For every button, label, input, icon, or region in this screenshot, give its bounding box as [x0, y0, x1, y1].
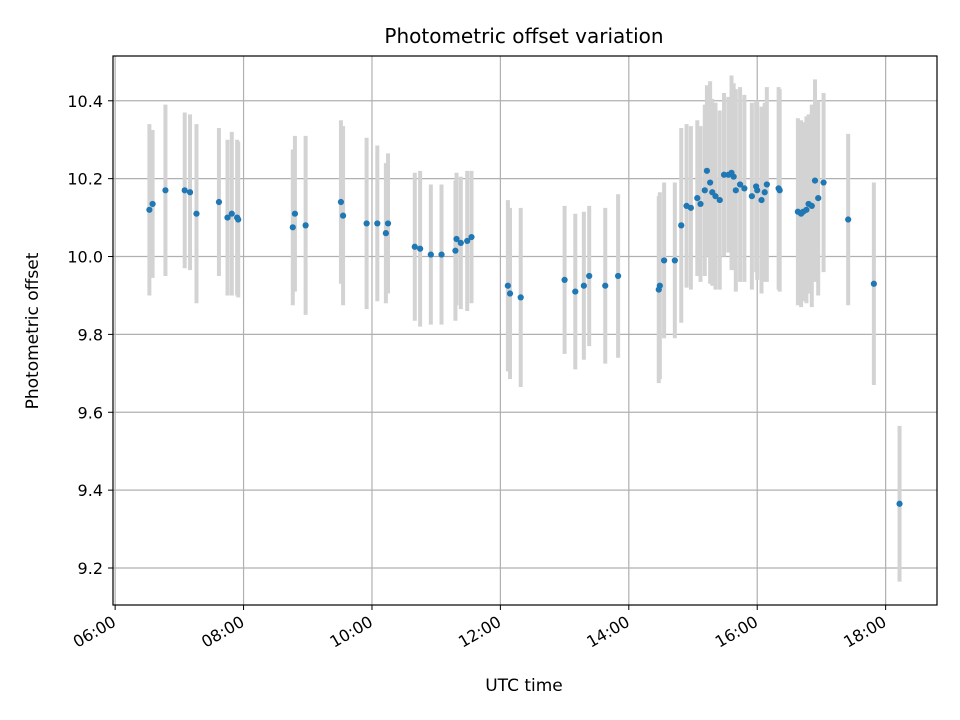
data-point	[586, 272, 593, 280]
data-point	[149, 200, 156, 208]
data-point	[703, 167, 711, 174]
data-point	[291, 210, 299, 217]
data-point	[678, 222, 685, 229]
data-point	[761, 189, 768, 196]
data-point	[870, 280, 877, 287]
data-point	[468, 233, 475, 241]
y-tick-label: 9.6	[78, 403, 103, 422]
data-point	[453, 235, 460, 243]
data-point	[697, 200, 704, 208]
data-point	[602, 282, 609, 289]
x-axis-title: UTC time	[485, 676, 563, 696]
data-point	[580, 282, 587, 289]
data-point	[146, 206, 153, 213]
data-point	[417, 245, 424, 252]
y-tick-label: 9.2	[78, 559, 103, 578]
data-point	[162, 187, 169, 194]
data-point	[748, 193, 755, 200]
data-point	[707, 179, 714, 186]
data-point	[339, 212, 347, 219]
data-point	[374, 220, 381, 227]
data-point	[438, 251, 445, 258]
data-point	[224, 214, 231, 221]
data-point	[732, 187, 739, 194]
data-point	[845, 216, 852, 223]
data-point	[758, 196, 765, 204]
data-point	[741, 185, 748, 192]
data-point	[517, 294, 524, 301]
y-axis: 9.2 9.4 9.6 9.8 10.0 10.2 10.4	[67, 92, 113, 578]
data-point	[720, 171, 728, 178]
data-point	[820, 179, 827, 186]
data-point	[302, 222, 309, 229]
data-point	[457, 239, 464, 246]
data-point	[235, 216, 242, 223]
data-point	[337, 198, 345, 206]
y-tick-label: 9.4	[78, 481, 103, 500]
y-tick-label: 10.0	[67, 248, 103, 267]
data-point	[181, 187, 188, 194]
data-point	[506, 290, 514, 297]
grid	[113, 56, 937, 605]
data-point	[228, 210, 235, 217]
data-point	[464, 237, 471, 245]
data-point	[763, 181, 770, 188]
data-point	[656, 282, 663, 289]
y-tick-label: 9.8	[78, 325, 103, 344]
data-point	[615, 272, 622, 280]
data-point	[730, 173, 737, 180]
data-point	[427, 251, 434, 258]
data-point	[452, 247, 459, 254]
data-point	[363, 220, 370, 227]
data-point	[384, 220, 392, 227]
data-point	[815, 195, 822, 202]
data-point	[811, 177, 819, 184]
data-point	[572, 288, 579, 295]
data-point	[504, 282, 511, 289]
data-point	[411, 243, 418, 250]
plot-frame	[112, 55, 938, 606]
y-axis-title: Photometric offset	[23, 252, 43, 409]
data-point	[754, 187, 761, 194]
chart-title: Photometric offset variation	[384, 24, 663, 48]
data-point	[694, 195, 701, 202]
data-point	[776, 187, 783, 194]
data-point	[803, 206, 810, 213]
data-point	[701, 187, 708, 194]
y-tick-label: 10.2	[67, 170, 103, 189]
data-point	[561, 276, 568, 283]
data-point	[289, 224, 296, 231]
y-tick-label: 10.4	[67, 92, 103, 111]
data-points	[146, 167, 903, 507]
data-point	[186, 189, 194, 196]
data-point	[661, 257, 668, 264]
data-point	[736, 181, 744, 188]
data-point	[716, 196, 723, 204]
data-point	[687, 204, 694, 211]
data-point	[193, 210, 200, 217]
data-point	[896, 500, 903, 507]
data-point	[382, 230, 389, 237]
data-point	[808, 202, 815, 210]
data-point	[712, 193, 719, 200]
data-point	[215, 198, 223, 206]
data-point	[671, 257, 678, 264]
